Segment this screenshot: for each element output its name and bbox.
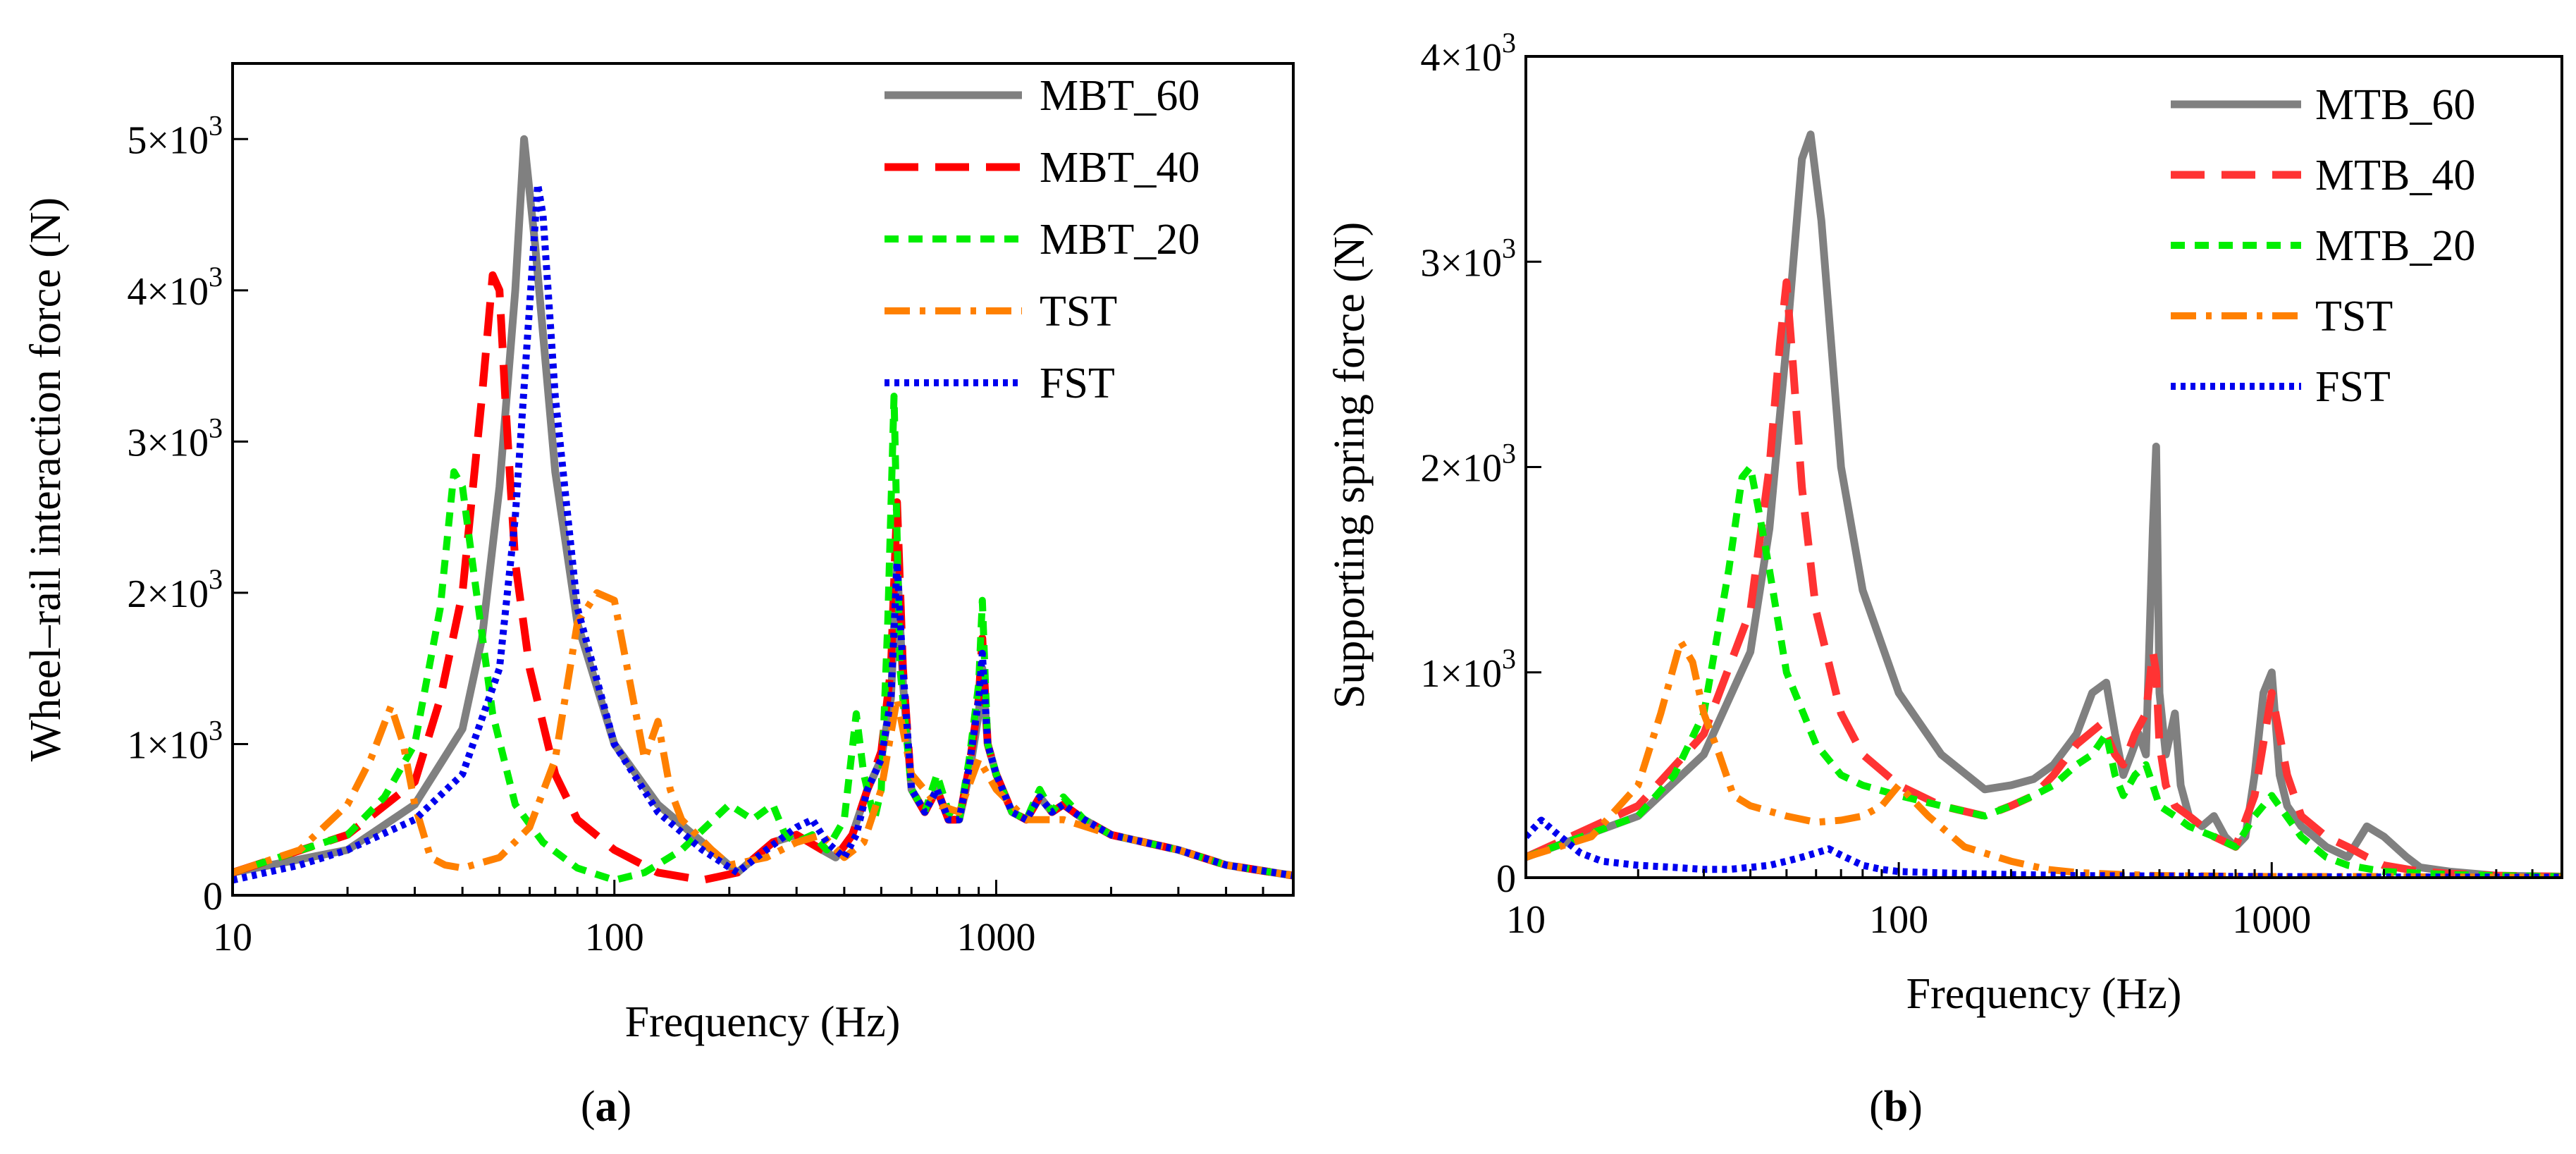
- panel-b-y-tick-exponent: 3: [1502, 643, 1516, 675]
- panel-a-legend-item: MBT_20: [885, 216, 1200, 264]
- panel-a-y-tick-label: 4×103: [127, 261, 223, 314]
- panel-b-y-tick-label: 2×103: [1420, 438, 1516, 491]
- panel-b-series-line-mtb-40: [1526, 278, 2562, 878]
- panel-a-legend-label: MBT_40: [1040, 144, 1200, 192]
- panel-a-legend-label: MBT_60: [1040, 72, 1200, 120]
- panel-a-x-tick-label: 10: [213, 916, 252, 959]
- panel-b-series-line-tst: [1526, 638, 2562, 878]
- panel-a-legend-label: TST: [1040, 288, 1117, 336]
- panel-b-y-tick-base: 1×10: [1420, 652, 1502, 696]
- panel-a-y-tick-exponent: 3: [209, 109, 223, 141]
- panel-a-y-tick-base: 4×10: [127, 270, 209, 314]
- panel-a-legend-item: MBT_40: [885, 144, 1200, 192]
- panel-b-y-tick-base: 3×10: [1420, 241, 1502, 285]
- panel-a-legend: MBT_60 MBT_40 MBT_20 TST FST: [885, 72, 1200, 407]
- panel-b-y-tick-label: 0: [1496, 857, 1516, 901]
- panel-a-series-lines: [233, 135, 1293, 884]
- panel-a-series-line-mbt-40: [233, 271, 1293, 884]
- panel-b-legend-label: MTB_20: [2315, 222, 2475, 270]
- panel-a-y-tick-exponent: 3: [209, 261, 223, 293]
- panel-a-y-tick-base: 2×10: [127, 572, 209, 616]
- panel-a-y-tick-label: 2×103: [127, 563, 223, 616]
- panel-b-legend: MTB_60 MTB_40 MTB_20 TST FST: [2171, 81, 2475, 411]
- panel-a-y-tick-base: 0: [203, 875, 223, 919]
- panel-a-series-line-mbt-20: [233, 393, 1293, 884]
- panel-a-y-tick-label: 5×103: [127, 109, 223, 162]
- panel-b-y-tick-label: 4×103: [1420, 27, 1516, 80]
- panel-b-y-tick-label: 3×103: [1420, 232, 1516, 285]
- panel-a-y-tick-label: 3×103: [127, 412, 223, 465]
- panel-b-legend-label: MTB_60: [2315, 81, 2475, 129]
- panel-a-series-line-fst: [233, 180, 1293, 884]
- panel-a-y-tick-base: 1×10: [127, 723, 209, 767]
- panel-a-y-tick-label: 1×103: [127, 714, 223, 767]
- panel-b-caption-letter: b: [1884, 1083, 1908, 1131]
- panel-a-y-tick-exponent: 3: [209, 714, 223, 746]
- panel-b-x-tick-label: 1000: [2232, 898, 2311, 942]
- panel-b-y-tick-base: 2×10: [1420, 447, 1502, 491]
- panel-a-legend-item: TST: [885, 288, 1117, 336]
- panel-b-legend-label: MTB_40: [2315, 152, 2475, 200]
- panel-b-caption-label: (b): [1869, 1083, 1923, 1131]
- panel-a-x-axis-title: Frequency (Hz): [625, 998, 901, 1046]
- panel-b-legend-item: MTB_60: [2171, 81, 2475, 129]
- panel-b-y-axis-title: Supporting spring force (N): [1326, 222, 1374, 708]
- panel-b-y-tick-base: 0: [1496, 857, 1516, 901]
- panel-a-plot-frame: [231, 62, 1295, 897]
- panel-a-y-tick-label: 0: [203, 875, 223, 919]
- panel-b-legend-item: TST: [2171, 293, 2393, 340]
- panel-a-series-line-tst: [233, 589, 1293, 880]
- panel-a-y-tick-base: 5×10: [127, 118, 209, 162]
- panel-a-caption-letter: a: [596, 1083, 617, 1131]
- panel-a-legend-item: FST: [885, 360, 1115, 407]
- panel-a-x-ticks: 10 100 1000: [213, 880, 1295, 959]
- panel-a-caption-label: (a): [581, 1083, 631, 1131]
- panel-b-series-line-mtb-20: [1526, 463, 2562, 878]
- panel-a-y-axis-title: Wheel–rail interaction force (N): [22, 197, 70, 761]
- panel-a-legend-label: MBT_20: [1040, 216, 1200, 264]
- panel-b-y-tick-exponent: 3: [1502, 232, 1516, 264]
- panel-a-y-tick-base: 3×10: [127, 421, 209, 465]
- panel-b-series-line-fst: [1526, 816, 2562, 878]
- panel-b-x-tick-label: 100: [1869, 898, 1928, 942]
- panel-b-x-axis-title: Frequency (Hz): [1906, 970, 2182, 1018]
- panel-b-x-ticks: 10 100 1000: [1506, 862, 2563, 942]
- panel-a-y-tick-exponent: 3: [209, 412, 223, 443]
- panel-a-y-tick-exponent: 3: [209, 563, 223, 595]
- panel-b-x-tick-label: 10: [1506, 898, 1546, 942]
- panel-b-legend-item: MTB_40: [2171, 152, 2475, 200]
- panel-b-legend-item: FST: [2171, 363, 2391, 411]
- panel-b-legend-label: TST: [2315, 293, 2393, 340]
- panel-b-series-line-mtb-60: [1526, 130, 2562, 878]
- panel-a-legend-item: MBT_60: [885, 72, 1200, 120]
- panel-b-legend-label: FST: [2315, 363, 2391, 411]
- panel-a-x-tick-label: 1000: [956, 916, 1035, 959]
- panel-b-series-lines: [1526, 130, 2562, 878]
- panel-b-y-tick-label: 1×103: [1420, 643, 1516, 696]
- panel-b-y-tick-exponent: 3: [1502, 27, 1516, 59]
- panel-a-legend-label: FST: [1040, 360, 1115, 407]
- panel-b-y-tick-base: 4×10: [1420, 36, 1502, 80]
- panel-b-y-tick-exponent: 3: [1502, 438, 1516, 469]
- panel-a-x-tick-label: 100: [585, 916, 644, 959]
- panel-b-legend-item: MTB_20: [2171, 222, 2475, 270]
